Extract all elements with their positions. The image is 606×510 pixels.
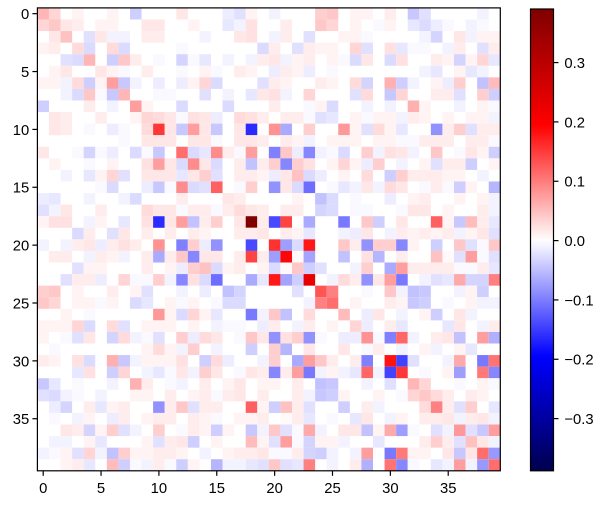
svg-text:0.0: 0.0 [564,234,585,250]
svg-text:35: 35 [440,481,456,497]
svg-text:15: 15 [13,181,29,197]
svg-text:0.3: 0.3 [564,56,585,72]
svg-text:−0.1: −0.1 [564,293,593,309]
svg-text:20: 20 [13,239,29,255]
svg-text:35: 35 [13,412,29,428]
svg-text:10: 10 [13,123,29,139]
svg-text:10: 10 [151,481,167,497]
svg-text:30: 30 [382,481,398,497]
svg-text:25: 25 [13,296,29,312]
svg-text:−0.2: −0.2 [564,353,593,369]
svg-text:25: 25 [324,481,340,497]
svg-text:0.2: 0.2 [564,115,585,131]
svg-text:30: 30 [13,354,29,370]
svg-text:5: 5 [21,65,29,81]
svg-text:20: 20 [266,481,282,497]
svg-text:0: 0 [21,7,29,23]
svg-text:5: 5 [97,481,105,497]
svg-text:−0.3: −0.3 [564,412,593,428]
svg-text:0.1: 0.1 [564,175,585,191]
svg-text:0: 0 [39,481,47,497]
svg-text:15: 15 [209,481,225,497]
